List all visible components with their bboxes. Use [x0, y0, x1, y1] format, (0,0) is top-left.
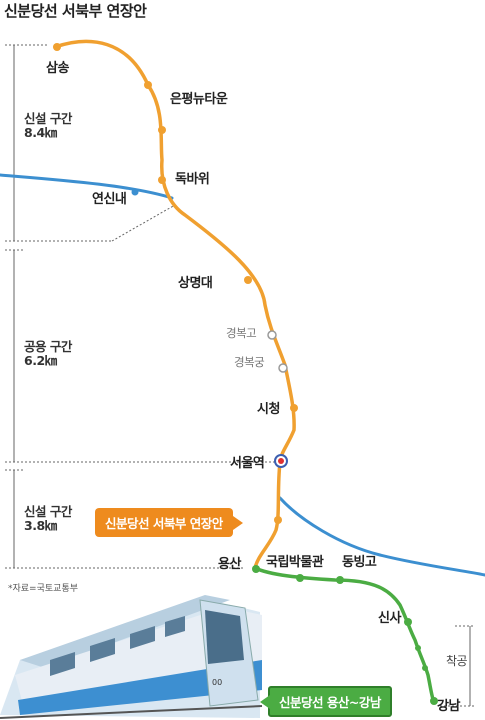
- section-2-name: 공용 구간: [24, 339, 72, 354]
- train-number: 00: [212, 678, 222, 687]
- section-3-name: 신설 구간: [24, 504, 72, 519]
- station-dot-sicheong: [290, 404, 298, 412]
- station-dot-gyeongbokgo: [267, 330, 277, 340]
- station-label-gyeongbokgung: 경복궁: [234, 355, 265, 369]
- station-dot-yeonsinnae: [131, 188, 139, 196]
- station-label-sinsa: 신사: [378, 611, 401, 626]
- station-label-eunpyeong: 은평뉴타운: [170, 92, 228, 107]
- station-label-gyeongbokgo: 경복고: [226, 326, 257, 340]
- station-label-sicheong: 시청: [257, 402, 280, 417]
- line-3-blue: [0, 173, 174, 200]
- section-2-distance: 6.2㎞: [24, 353, 57, 369]
- station-dot-sinsa: [404, 618, 412, 626]
- line-4-blue: [278, 496, 485, 577]
- section-brackets: [5, 44, 475, 707]
- station-label-samsong: 삼송: [46, 61, 69, 76]
- station-dot-yongsan: [252, 565, 260, 573]
- station-label-yeonsinnae: 연신내: [92, 192, 127, 207]
- section-1-name: 신설 구간: [24, 111, 72, 126]
- section-3-distance: 3.8㎞: [24, 518, 57, 534]
- source-note: *자료=국토교통부: [8, 584, 79, 594]
- green-stations: [252, 565, 438, 705]
- station-label-seoulyeok: 서울역: [230, 456, 265, 471]
- station-dot-dongbinggo: [336, 576, 344, 584]
- section-1: 신설 구간 8.4㎞: [24, 111, 72, 141]
- orange-stations: [53, 43, 298, 524]
- train-illustration: 00: [0, 595, 263, 719]
- station-label-sangmyeongdae: 상명대: [178, 276, 213, 291]
- badge-northwest-extension: 신분당선 서북부 연장안: [95, 508, 243, 537]
- northwest-extension-line: [53, 39, 296, 570]
- construction-label: 착공: [446, 654, 468, 668]
- station-dot-sangmyeongdae: [244, 276, 252, 284]
- station-dot-extra: [274, 516, 282, 524]
- yongsan-gangnam-line: [253, 566, 436, 704]
- section-3: 신설 구간 3.8㎞: [24, 504, 72, 534]
- station-label-dokbawi: 독바위: [175, 172, 210, 187]
- station-dot-1: [158, 126, 166, 134]
- section-2: 공용 구간 6.2㎞: [24, 339, 72, 369]
- station-dot-g2: [422, 665, 428, 671]
- station-dot-g1: [415, 645, 421, 651]
- station-dot-gyeongbokgung: [278, 363, 288, 373]
- station-label-gangnam: 강남: [437, 699, 460, 714]
- station-label-yongsan: 용산: [218, 557, 241, 572]
- section-1-distance: 8.4㎞: [24, 125, 57, 141]
- badge-yongsan-gangnam: 신분당선 용산~강남: [260, 686, 392, 717]
- transfer-station-seoul: [274, 454, 288, 468]
- existing-lines: [0, 173, 485, 577]
- map-title: 신분당선 서북부 연장안: [4, 2, 147, 20]
- station-label-museum: 국립박물관: [266, 555, 324, 570]
- station-label-dongbinggo: 동빙고: [342, 555, 377, 570]
- station-dot-gangnam: [430, 697, 438, 705]
- station-dot-dokbawi: [158, 176, 166, 184]
- station-dot-samsong: [53, 43, 61, 51]
- station-dot-museum: [296, 574, 304, 582]
- shared-stations: [267, 330, 288, 373]
- station-dot-eunpyeong: [144, 81, 152, 89]
